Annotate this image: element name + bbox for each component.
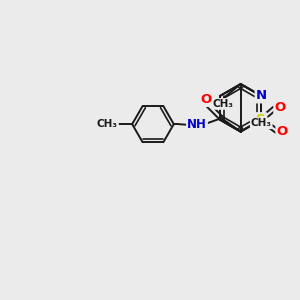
Text: N: N	[256, 89, 267, 102]
Text: CH₃: CH₃	[212, 99, 233, 109]
Text: CH₃: CH₃	[251, 118, 272, 128]
Text: NH: NH	[187, 118, 207, 131]
Text: S: S	[256, 113, 266, 126]
Text: O: O	[201, 93, 212, 106]
Text: O: O	[276, 125, 288, 138]
Text: O: O	[274, 101, 286, 114]
Text: CH₃: CH₃	[97, 119, 118, 129]
